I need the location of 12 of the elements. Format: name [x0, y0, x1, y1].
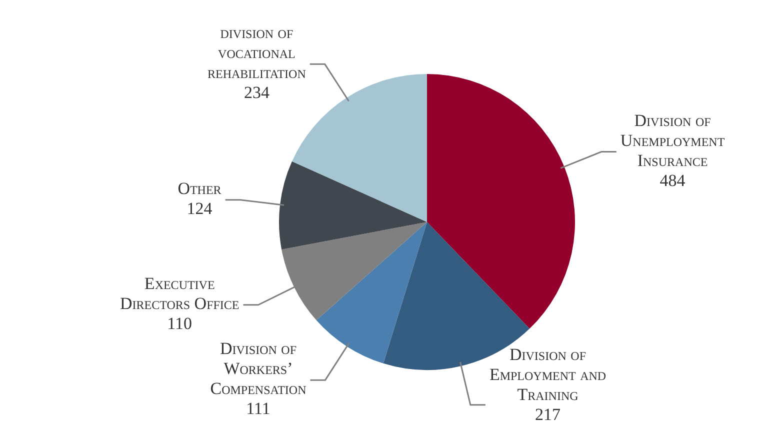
- data-label: 484: [660, 170, 686, 190]
- data-label: 111: [246, 399, 270, 418]
- data-label: 217: [535, 405, 562, 424]
- slice-label: Division of Unemployment Insurance: [620, 110, 726, 170]
- data-label: 234: [244, 83, 270, 102]
- slice-label: Executive Directors Office: [120, 274, 240, 313]
- slice-label: Division of Employment and Training: [489, 345, 606, 404]
- data-label: 110: [167, 314, 192, 333]
- slice-label: division of vocational rehabilitation: [208, 23, 306, 82]
- data-label: 124: [186, 198, 213, 218]
- slice-label: Division of Workers’ Compensation: [210, 339, 307, 398]
- slice-label: Other: [178, 178, 222, 198]
